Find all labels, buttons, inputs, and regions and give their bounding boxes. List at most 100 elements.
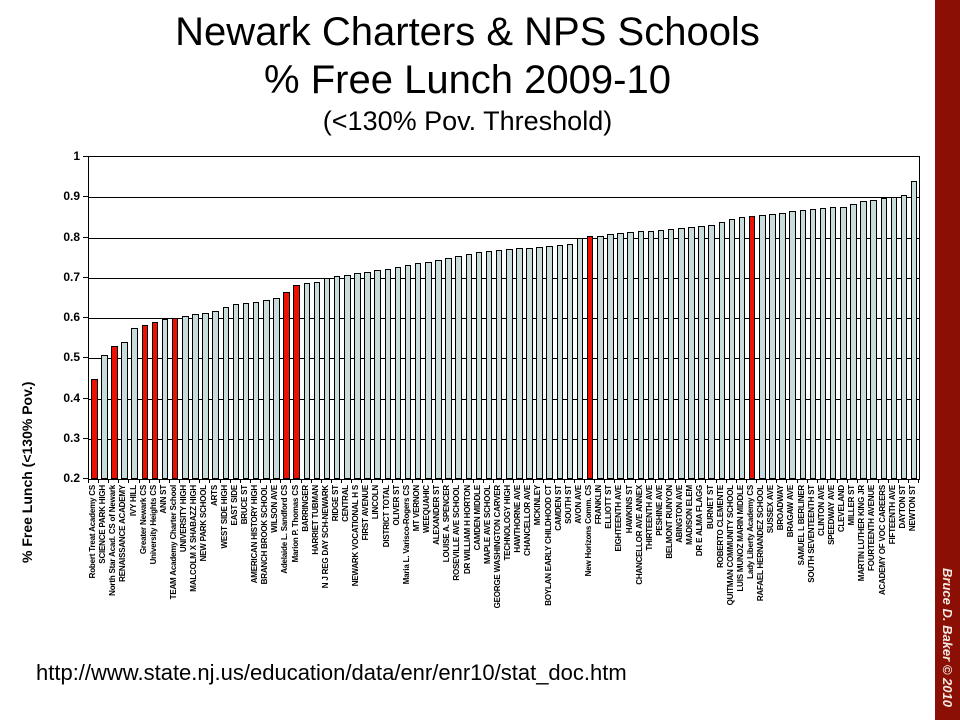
- x-axis-label: CLEVELAND: [837, 485, 847, 533]
- x-tick: [300, 479, 302, 483]
- x-tick: [320, 479, 322, 483]
- x-tick: [442, 479, 444, 483]
- x-axis-label: MCKINLEY: [533, 485, 543, 526]
- bar: [252, 301, 260, 479]
- bar: [860, 201, 867, 479]
- x-tick: [816, 479, 818, 483]
- x-axis-label: OLIVER ST: [391, 485, 401, 526]
- bar-charter: [586, 236, 594, 479]
- x-tick: [209, 479, 211, 483]
- x-axis-label: NEWTON ST: [907, 485, 917, 532]
- bar: [526, 247, 533, 479]
- x-tick: [735, 479, 737, 483]
- x-tick: [573, 479, 575, 483]
- x-axis-label: ACADEMY OF VOC CAREERS: [877, 485, 887, 596]
- x-axis-label: RIDGE ST: [330, 485, 340, 522]
- x-axis-label: Maria L. Varisco-Rogers CS: [401, 485, 411, 585]
- bar: [708, 224, 715, 479]
- x-axis-label: CHANCELLOR AVE ANNEX: [634, 485, 644, 585]
- x-axis-label: SCIENCE PARK HIGH: [98, 485, 108, 564]
- x-axis-label: RENAISSANCE ACADEMY: [118, 485, 128, 582]
- bar: [182, 316, 189, 479]
- y-tick: [83, 276, 88, 278]
- x-axis-label: WILSON AVE: [270, 485, 280, 533]
- x-tick: [553, 479, 555, 483]
- x-tick: [877, 479, 879, 483]
- bar-charter: [748, 216, 756, 479]
- x-axis-label: BRAGAW AVE: [786, 485, 796, 538]
- bar: [192, 314, 199, 479]
- x-tick: [432, 479, 434, 483]
- bar: [364, 271, 371, 479]
- x-tick: [239, 479, 241, 483]
- x-tick: [219, 479, 221, 483]
- x-tick: [786, 479, 788, 483]
- x-axis-label: SAMUEL L BERLINER: [796, 485, 806, 566]
- x-axis-label: DR WILLIAM H HORTON: [462, 485, 472, 574]
- bar: [232, 303, 240, 479]
- bar: [516, 248, 523, 479]
- x-axis-label: ANN ST: [158, 485, 168, 514]
- bar: [759, 214, 766, 479]
- x-axis-label: BURNET ST: [705, 485, 715, 529]
- x-tick: [654, 479, 656, 483]
- chart-title-block: Newark Charters & NPS Schools % Free Lun…: [0, 8, 935, 138]
- x-axis-label: ROBERTO CLEMENTE: [715, 485, 725, 568]
- x-axis-label: University Heights CS: [148, 485, 158, 565]
- x-axis-label: AMERICAN HISTORY HIGH: [250, 485, 259, 584]
- y-tick-label: 0.8: [63, 229, 80, 244]
- bar: [880, 198, 888, 479]
- x-tick: [280, 479, 282, 483]
- x-tick: [341, 479, 343, 483]
- x-tick: [290, 479, 292, 483]
- x-axis-label: DISTRICT TOTAL: [381, 485, 391, 548]
- x-tick: [330, 479, 332, 483]
- bar: [566, 243, 574, 479]
- x-tick: [118, 479, 120, 483]
- x-axis-label: HARRIET TUBMAN: [310, 485, 320, 555]
- x-axis-label: FOURTEENTH AVENUE: [867, 485, 877, 571]
- x-axis-label: MARTIN LUTHER KING JR: [857, 485, 867, 582]
- x-axis-label: BARRINGER: [300, 485, 310, 532]
- bar: [202, 312, 209, 479]
- bar: [374, 270, 381, 479]
- bar: [728, 219, 736, 479]
- x-tick: [168, 479, 170, 483]
- x-tick: [229, 479, 231, 483]
- x-tick: [897, 479, 899, 483]
- x-tick: [351, 479, 353, 483]
- x-axis-label: BROADWAY: [776, 485, 786, 531]
- x-axis-label: BRUCE ST: [239, 485, 249, 525]
- x-tick: [138, 479, 140, 483]
- y-tick-label: 0.6: [63, 310, 80, 324]
- bar: [101, 355, 108, 479]
- x-tick: [310, 479, 312, 483]
- bar: [131, 328, 138, 479]
- bar-charter: [141, 324, 149, 479]
- x-axis-label: THIRTEENTH AVE: [644, 485, 654, 551]
- bar-charter: [111, 346, 118, 479]
- x-axis-label: MILLER ST: [847, 485, 857, 526]
- x-axis-label: HAWTHORNE AVE: [513, 485, 523, 553]
- bar: [890, 197, 898, 479]
- gridline: [89, 358, 919, 360]
- x-axis-label: QUITMAN COMMUNITY SCHOOL: [725, 485, 735, 606]
- x-axis-label: New Horizons Comm. CS: [584, 485, 594, 577]
- bar: [495, 250, 503, 479]
- x-tick: [796, 479, 798, 483]
- bar: [536, 246, 543, 479]
- bar: [738, 217, 746, 479]
- x-tick: [533, 479, 535, 483]
- bar: [678, 228, 685, 479]
- bar: [819, 208, 827, 479]
- bar: [121, 342, 128, 479]
- x-axis-label: TEAM Academy Charter School: [169, 485, 179, 600]
- y-tick-label: 0.9: [63, 189, 80, 204]
- y-tick: [83, 236, 88, 238]
- y-tick: [83, 397, 88, 399]
- y-tick: [83, 478, 88, 479]
- x-axis-label: CLINTON AVE: [816, 485, 826, 536]
- x-axis-label: ROSEVILLE AVE SCHOOL: [452, 485, 462, 581]
- x-axis-label: SUSSEX AVE: [766, 485, 776, 534]
- bar: [688, 227, 695, 479]
